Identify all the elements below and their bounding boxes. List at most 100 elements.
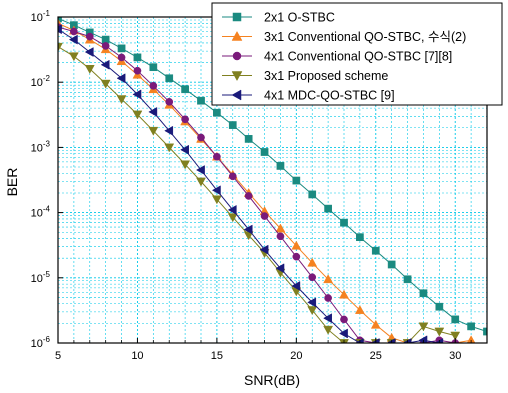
series-5 [58, 24, 444, 343]
data-point [260, 148, 269, 156]
legend: 2x1 O-STBC 3x1 Conventional QO-STBC, 수식(2… [211, 2, 503, 106]
data-point [181, 85, 189, 94]
data-point [211, 195, 222, 205]
data-point [58, 42, 63, 52]
data-point [100, 79, 111, 89]
data-point [196, 177, 206, 187]
data-point [434, 338, 444, 343]
data-point [68, 34, 78, 45]
data-point [291, 281, 301, 291]
data-point [164, 125, 174, 136]
data-point [213, 152, 221, 161]
y-tick-label: 10-2 [31, 74, 51, 89]
data-point [324, 294, 332, 302]
data-point [340, 315, 348, 324]
data-point [133, 66, 142, 75]
data-point [402, 338, 412, 343]
data-point [197, 133, 205, 142]
data-point [180, 144, 189, 155]
data-point [324, 204, 332, 213]
legend-swatch-marker [231, 71, 243, 82]
data-point [180, 160, 191, 170]
legend-box [211, 2, 503, 106]
data-point [370, 319, 381, 329]
data-point [70, 27, 78, 36]
x-tick-label: 10 [131, 350, 143, 362]
data-point [133, 53, 142, 62]
data-point [132, 89, 142, 100]
y-tick-label: 10-1 [31, 9, 51, 24]
data-point [117, 44, 126, 53]
data-point [228, 172, 237, 181]
data-point [228, 121, 237, 129]
data-point [227, 213, 238, 223]
legend-label: 3x1 Proposed scheme [264, 69, 388, 83]
data-point [339, 289, 349, 299]
data-point [197, 96, 205, 105]
legend-label: 3x1 Conventional QO-STBC, 수식(2) [264, 30, 466, 44]
data-point [308, 273, 317, 282]
data-point [195, 165, 205, 175]
data-point [164, 143, 175, 153]
x-tick-label: 15 [211, 350, 223, 362]
data-point [101, 42, 110, 50]
data-point [58, 24, 62, 35]
data-point [149, 81, 158, 90]
x-tick-label: 5 [55, 350, 61, 362]
data-point [165, 97, 174, 106]
data-point [323, 325, 334, 335]
data-point [276, 162, 285, 170]
series-line [58, 18, 487, 332]
y-tick-label: 10-6 [31, 335, 51, 350]
axis-ticks: 5 10 15 20 25 30 10-6 10-5 10-4 10-3 10-2 10-1 [31, 9, 488, 362]
data-point [100, 59, 110, 70]
data-point [386, 338, 396, 343]
data-point [450, 331, 461, 341]
data-point [419, 289, 428, 298]
legend-label: 4x1 MDC-QO-STBC [9] [264, 89, 395, 103]
legend-item: 2x1 O-STBC [222, 11, 335, 25]
x-tick-label: 20 [290, 350, 302, 362]
data-point [275, 263, 285, 274]
data-point [323, 274, 334, 284]
legend-item: 4x1 MDC-QO-STBC [9] [222, 89, 395, 103]
data-point [307, 257, 318, 267]
legend-label: 4x1 Conventional QO-STBC [7][8] [264, 50, 452, 64]
data-point [116, 73, 126, 84]
series-line [58, 46, 456, 343]
data-point [260, 212, 269, 220]
data-point [292, 176, 301, 185]
data-point [307, 306, 318, 316]
y-tick-label: 10-4 [31, 205, 51, 220]
legend-swatch-marker [231, 89, 242, 101]
data-point [356, 233, 364, 242]
y-tick-label: 10-3 [31, 139, 51, 154]
data-point [387, 260, 396, 269]
data-point [181, 115, 189, 124]
x-tick-label: 25 [370, 350, 382, 362]
data-point [211, 185, 221, 196]
data-point [84, 65, 95, 74]
data-point [213, 108, 221, 117]
data-point [291, 240, 302, 250]
data-point [132, 110, 143, 120]
data-point [371, 246, 380, 255]
data-point [116, 95, 127, 105]
data-point [354, 338, 364, 343]
data-point [259, 244, 269, 255]
legend-item: 3x1 Proposed scheme [222, 69, 388, 83]
data-point [467, 322, 475, 331]
data-point [434, 327, 445, 337]
data-point [338, 328, 348, 339]
legend-swatch-marker [232, 12, 242, 22]
data-point [165, 74, 174, 83]
y-axis-label: BER [4, 168, 20, 197]
data-point [227, 204, 237, 215]
data-point [84, 47, 94, 57]
data-point [148, 126, 159, 136]
data-point [466, 335, 476, 343]
x-tick-label: 30 [449, 350, 461, 362]
legend-item: 4x1 Conventional QO-STBC [7][8] [222, 50, 452, 64]
legend-swatch-marker [231, 30, 243, 41]
